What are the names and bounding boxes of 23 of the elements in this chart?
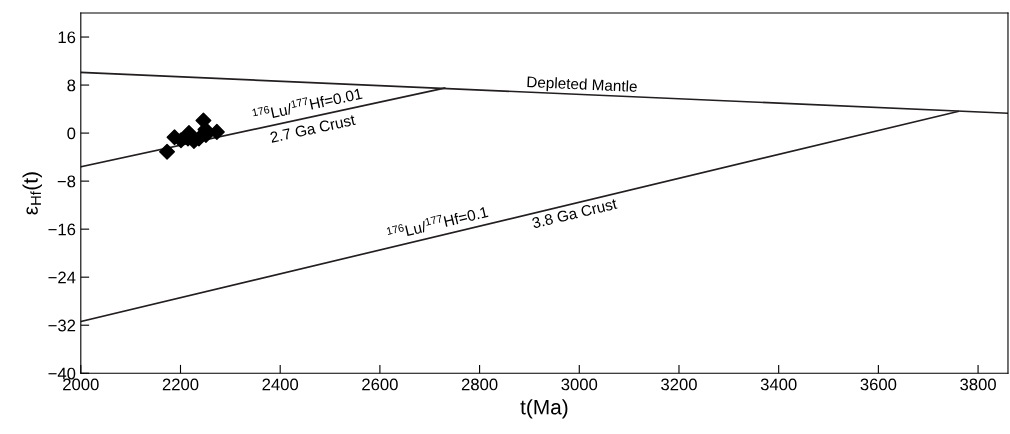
y-tick-label: −16 [48, 223, 76, 236]
y-tick-label: −24 [48, 271, 76, 284]
y-tick-label: 8 [67, 79, 76, 92]
x-tick-label: 3800 [960, 378, 996, 391]
x-tick-label: 2000 [63, 378, 99, 391]
y-tick-label: 16 [58, 31, 76, 44]
y-axis-title: ε$_{Hf}$(t) [22, 172, 42, 215]
y-tick-label: −32 [48, 319, 76, 332]
x-tick-label: 3200 [661, 378, 697, 391]
x-tick-label: 3600 [860, 378, 897, 391]
annotation: 3.8 Ga Crust [531, 198, 618, 229]
x-tick-label: 3400 [760, 378, 797, 391]
x-tick-label: 2600 [362, 378, 398, 391]
y-tick-label: 0 [67, 127, 76, 140]
x-axis-title: t(Ma) [520, 399, 568, 419]
x-tick-label: 3000 [561, 378, 598, 391]
annotation: $^{176}$Lu/$^{177}$Hf=0.1 [386, 203, 489, 241]
x-tick-label: 2800 [461, 378, 498, 391]
x-tick-label: 2400 [262, 378, 299, 391]
y-tick-label: −40 [48, 367, 76, 380]
x-tick-label: 2200 [162, 378, 199, 391]
y-tick-label: −8 [57, 175, 76, 188]
annotation: Depleted Mantle [527, 76, 638, 96]
